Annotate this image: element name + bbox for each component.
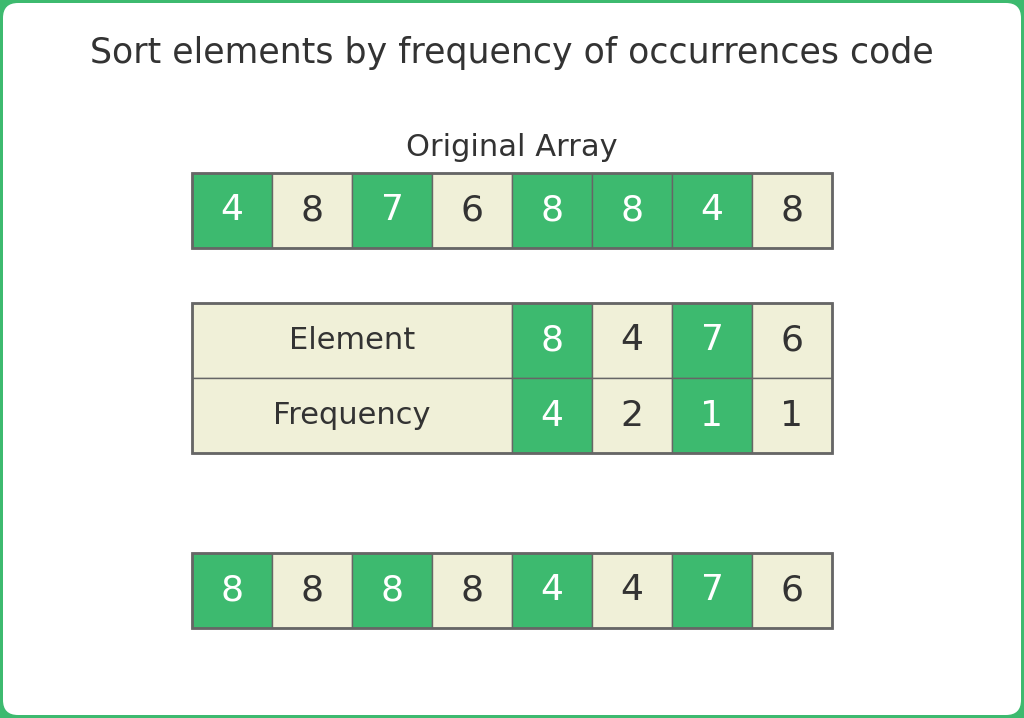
Bar — [432, 553, 512, 628]
Text: Frequency: Frequency — [273, 401, 431, 430]
Bar — [592, 378, 672, 453]
Text: 7: 7 — [700, 574, 724, 607]
Bar — [193, 303, 512, 378]
Text: Original Array: Original Array — [407, 134, 617, 162]
Text: 2: 2 — [621, 398, 643, 432]
Text: Element: Element — [289, 326, 415, 355]
Bar — [193, 173, 272, 248]
FancyBboxPatch shape — [3, 3, 1021, 715]
Text: 8: 8 — [300, 574, 324, 607]
Text: 4: 4 — [700, 193, 724, 228]
Text: 4: 4 — [220, 193, 244, 228]
Text: 7: 7 — [700, 324, 724, 358]
Bar — [193, 173, 831, 248]
Bar — [752, 553, 831, 628]
Text: 6: 6 — [780, 574, 804, 607]
Text: 8: 8 — [461, 574, 483, 607]
Bar — [752, 378, 831, 453]
Text: 8: 8 — [381, 574, 403, 607]
Text: 1: 1 — [780, 398, 804, 432]
Bar — [512, 378, 592, 453]
Text: 8: 8 — [541, 193, 563, 228]
Text: 8: 8 — [300, 193, 324, 228]
Bar — [512, 173, 592, 248]
Bar — [272, 173, 352, 248]
Bar — [672, 173, 752, 248]
Bar — [672, 303, 752, 378]
Text: 8: 8 — [541, 324, 563, 358]
Text: 4: 4 — [541, 574, 563, 607]
Bar — [592, 173, 672, 248]
Text: 8: 8 — [621, 193, 643, 228]
Bar — [752, 303, 831, 378]
Bar — [272, 553, 352, 628]
Text: 6: 6 — [461, 193, 483, 228]
Bar — [672, 553, 752, 628]
Bar — [592, 303, 672, 378]
Bar — [512, 553, 592, 628]
Bar — [432, 173, 512, 248]
Bar — [752, 173, 831, 248]
Bar — [193, 378, 512, 453]
Bar — [512, 303, 592, 378]
Bar — [193, 303, 831, 453]
Text: 4: 4 — [621, 574, 643, 607]
Text: 8: 8 — [220, 574, 244, 607]
Text: 8: 8 — [780, 193, 804, 228]
Bar — [193, 553, 831, 628]
Text: Sort elements by frequency of occurrences code: Sort elements by frequency of occurrence… — [90, 36, 934, 70]
Text: 4: 4 — [621, 324, 643, 358]
Bar — [352, 173, 432, 248]
Text: 4: 4 — [541, 398, 563, 432]
Bar — [352, 553, 432, 628]
Bar — [592, 553, 672, 628]
Text: 7: 7 — [381, 193, 403, 228]
Text: 6: 6 — [780, 324, 804, 358]
Bar — [672, 378, 752, 453]
Bar — [193, 553, 272, 628]
Text: 1: 1 — [700, 398, 724, 432]
